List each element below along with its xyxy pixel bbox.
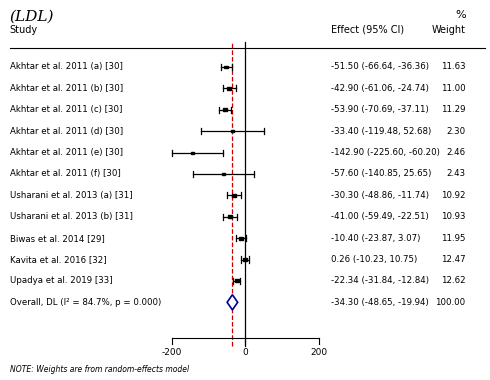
Text: Akhtar et al. 2011 (f) [30]: Akhtar et al. 2011 (f) [30] [10, 169, 121, 179]
Bar [224, 66, 228, 68]
Text: -51.50 (-66.64, -36.36): -51.50 (-66.64, -36.36) [331, 62, 429, 71]
Text: 0: 0 [242, 348, 248, 357]
Polygon shape [227, 295, 238, 310]
Text: Akhtar et al. 2011 (e) [30]: Akhtar et al. 2011 (e) [30] [10, 148, 123, 157]
Text: 11.29: 11.29 [441, 105, 465, 114]
Bar [222, 173, 225, 175]
Text: Akhtar et al. 2011 (a) [30]: Akhtar et al. 2011 (a) [30] [10, 62, 122, 71]
Bar [235, 279, 239, 282]
Text: (LDL): (LDL) [10, 10, 54, 24]
Text: Weight: Weight [432, 25, 466, 35]
Text: Upadya et al. 2019 [33]: Upadya et al. 2019 [33] [10, 276, 112, 285]
Text: 0.26 (-10.23, 10.75): 0.26 (-10.23, 10.75) [331, 255, 417, 264]
Text: 12.62: 12.62 [441, 276, 465, 285]
Text: Overall, DL (I² = 84.7%, p = 0.000): Overall, DL (I² = 84.7%, p = 0.000) [10, 298, 161, 307]
Bar [191, 152, 194, 154]
Text: -30.30 (-48.86, -11.74): -30.30 (-48.86, -11.74) [331, 191, 429, 200]
Text: 200: 200 [310, 348, 327, 357]
Text: 10.92: 10.92 [441, 191, 465, 200]
Text: -53.90 (-70.69, -37.11): -53.90 (-70.69, -37.11) [331, 105, 428, 114]
Text: 10.93: 10.93 [441, 212, 465, 221]
Bar [228, 215, 232, 218]
Bar [227, 87, 231, 90]
Text: 100.00: 100.00 [436, 298, 466, 307]
Text: -57.60 (-140.85, 25.65): -57.60 (-140.85, 25.65) [331, 169, 431, 179]
Text: -33.40 (-119.48, 52.68): -33.40 (-119.48, 52.68) [331, 127, 431, 136]
Text: -42.90 (-61.06, -24.74): -42.90 (-61.06, -24.74) [331, 84, 429, 93]
Text: Akhtar et al. 2011 (d) [30]: Akhtar et al. 2011 (d) [30] [10, 127, 123, 136]
Text: Akhtar et al. 2011 (b) [30]: Akhtar et al. 2011 (b) [30] [10, 84, 123, 93]
Text: %: % [455, 10, 466, 19]
Text: NOTE: Weights are from random-effects model: NOTE: Weights are from random-effects mo… [10, 365, 189, 374]
Bar [223, 108, 227, 111]
Bar [243, 258, 247, 261]
Text: Biwas et al. 2014 [29]: Biwas et al. 2014 [29] [10, 234, 104, 243]
Text: -10.40 (-23.87, 3.07): -10.40 (-23.87, 3.07) [331, 234, 420, 243]
Bar [231, 130, 234, 132]
Bar [232, 194, 236, 197]
Text: 11.63: 11.63 [441, 62, 465, 71]
Text: -41.00 (-59.49, -22.51): -41.00 (-59.49, -22.51) [331, 212, 428, 221]
Text: -200: -200 [161, 348, 182, 357]
Text: Kavita et al. 2016 [32]: Kavita et al. 2016 [32] [10, 255, 106, 264]
Text: Usharani et al. 2013 (a) [31]: Usharani et al. 2013 (a) [31] [10, 191, 132, 200]
Text: 2.43: 2.43 [446, 169, 466, 179]
Text: 2.46: 2.46 [446, 148, 466, 157]
Text: Akhtar et al. 2011 (c) [30]: Akhtar et al. 2011 (c) [30] [10, 105, 122, 114]
Bar [240, 237, 243, 239]
Text: 12.47: 12.47 [441, 255, 465, 264]
Text: 11.00: 11.00 [441, 84, 465, 93]
Text: Study: Study [10, 25, 38, 35]
Text: -142.90 (-225.60, -60.20): -142.90 (-225.60, -60.20) [331, 148, 440, 157]
Text: 2.30: 2.30 [446, 127, 466, 136]
Text: Usharani et al. 2013 (b) [31]: Usharani et al. 2013 (b) [31] [10, 212, 133, 221]
Text: Effect (95% CI): Effect (95% CI) [331, 25, 404, 35]
Text: -34.30 (-48.65, -19.94): -34.30 (-48.65, -19.94) [331, 298, 428, 307]
Text: -22.34 (-31.84, -12.84): -22.34 (-31.84, -12.84) [331, 276, 429, 285]
Text: 11.95: 11.95 [441, 234, 465, 243]
